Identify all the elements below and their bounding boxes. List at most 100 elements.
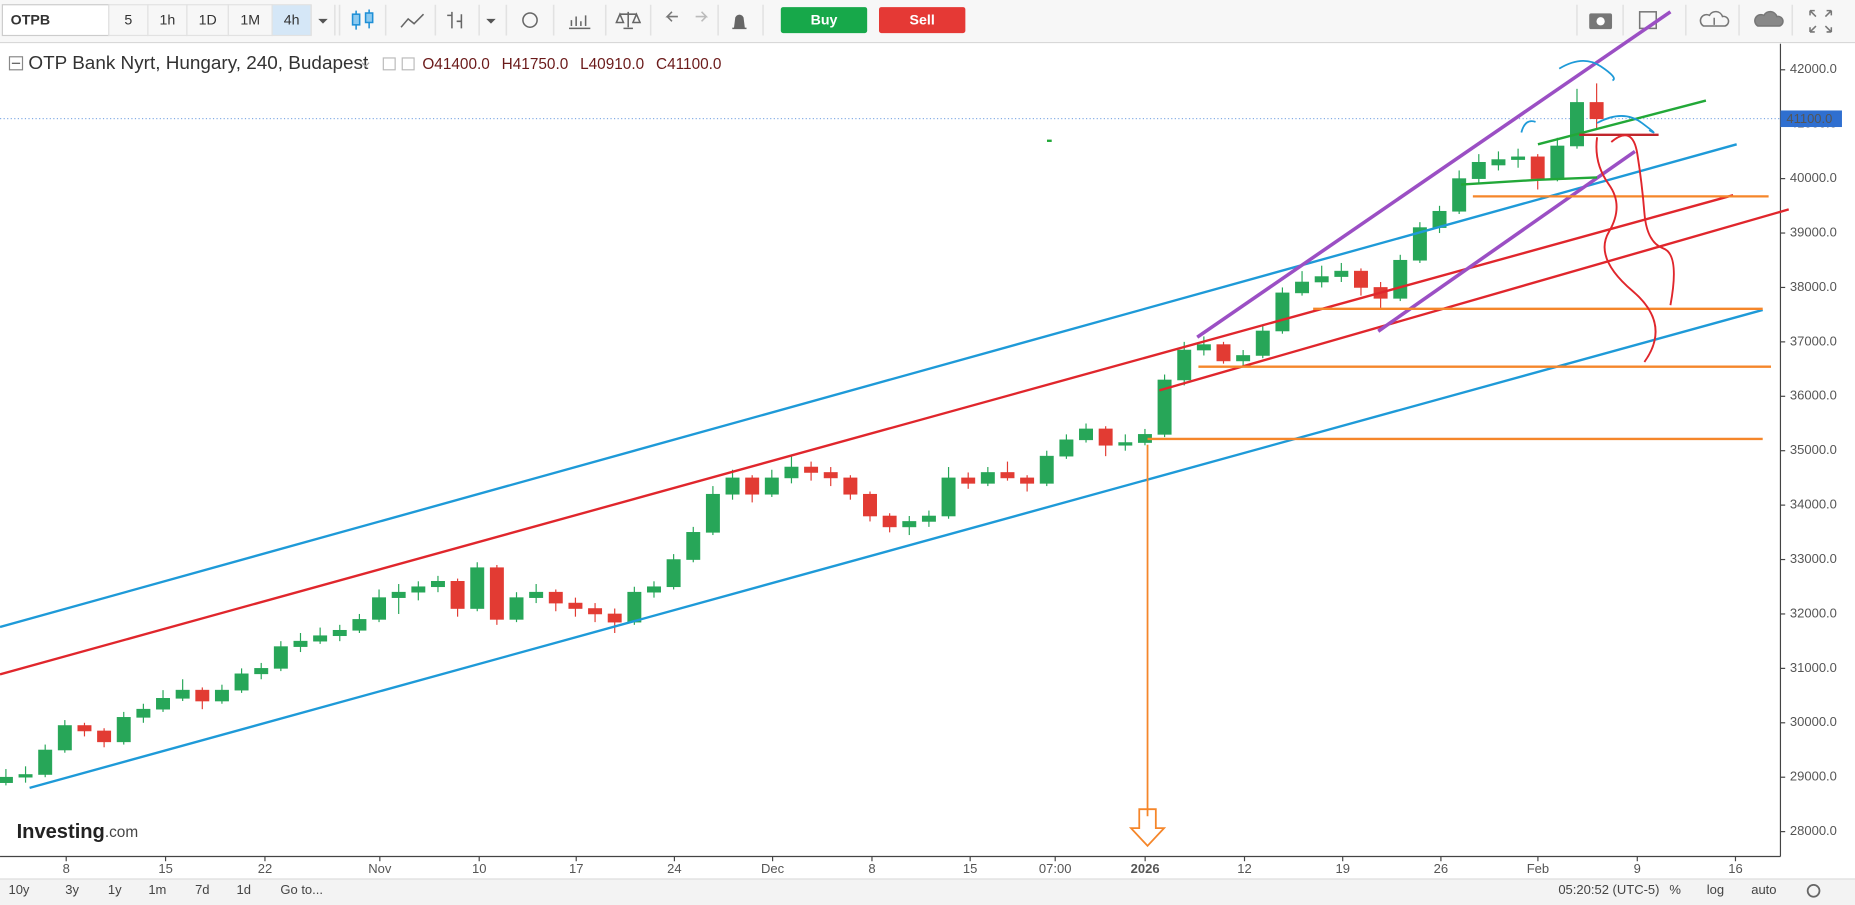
candle-body	[234, 673, 249, 691]
candle-body	[1196, 344, 1211, 351]
footer-items: 10y 3y 1y 1m 7d 1d% log auto	[8, 882, 1776, 897]
buy-button[interactable]	[780, 7, 868, 34]
y-tick-label: 39000.0	[1790, 224, 1837, 239]
candle-body	[195, 689, 210, 702]
logo: Investing.com	[17, 821, 139, 843]
candle-body	[1412, 227, 1427, 261]
bars-icon[interactable]	[447, 11, 463, 29]
candles-icon[interactable]	[351, 9, 374, 30]
save-icon[interactable]	[1754, 10, 1784, 27]
x-tick-label: 07:00	[1039, 861, 1072, 876]
interval-button[interactable]	[271, 4, 312, 37]
range-button[interactable]: 1m	[148, 882, 166, 897]
scale-option[interactable]: auto	[1751, 882, 1776, 897]
candle-body	[1000, 472, 1015, 479]
x-tick-label: 19	[1335, 861, 1349, 876]
candle-body	[116, 717, 131, 743]
candle-body	[175, 689, 190, 699]
candle-body	[156, 698, 170, 710]
compare-icon[interactable]	[615, 11, 642, 30]
channel-mid	[0, 194, 1734, 676]
redo-icon[interactable]	[695, 11, 709, 22]
range-button[interactable]: 7d	[195, 882, 209, 897]
ohlc-value: L40910.0	[580, 56, 644, 73]
candle-body	[0, 776, 13, 783]
x-tick-label: 12	[1237, 861, 1251, 876]
y-tick-label: 29000.0	[1790, 769, 1837, 784]
candle-body	[1452, 178, 1467, 212]
indicators-icon[interactable]	[569, 15, 591, 30]
candle-body	[961, 477, 976, 484]
candle-body	[686, 532, 701, 560]
toolbar-icons	[310, 4, 764, 36]
range-button[interactable]: 1d	[236, 882, 250, 897]
red-trend	[1159, 208, 1790, 392]
candle-body	[509, 597, 524, 620]
goto[interactable]: Go to...	[280, 882, 323, 897]
sell-button[interactable]	[878, 7, 966, 34]
interval-button[interactable]	[108, 4, 149, 37]
candle-body	[489, 567, 504, 620]
candle-body	[647, 586, 661, 593]
range-button[interactable]: 3y	[65, 882, 79, 897]
plot-area	[0, 43, 1781, 857]
clock: 05:20:52 (UTC-5)	[1558, 882, 1659, 897]
line-icon[interactable]	[400, 13, 425, 28]
ohlc-legend: O41400.0 H41750.0 L40910.0 C41100.0	[361, 56, 721, 73]
dropdown[interactable]	[486, 18, 496, 24]
wedge-lower	[1377, 149, 1636, 333]
candle-body	[1530, 156, 1545, 179]
interval-button[interactable]	[147, 4, 188, 37]
candle-body	[1471, 161, 1486, 179]
candle-body	[1118, 442, 1133, 446]
y-tick-label: 31000.0	[1790, 660, 1837, 675]
candle-body	[1491, 159, 1506, 166]
candle-body	[823, 472, 838, 479]
scale-option[interactable]: %	[1669, 882, 1681, 897]
load-icon[interactable]	[1699, 10, 1730, 27]
interval-group: 5 1h 1D 1M 4h	[108, 4, 312, 37]
candle-body	[273, 646, 288, 669]
settings-icon[interactable]	[522, 12, 538, 28]
candle-body	[980, 472, 995, 484]
x-tick-label: 8	[63, 861, 70, 876]
footer-settings[interactable]	[1806, 884, 1821, 898]
buy-label: Buy	[811, 12, 838, 28]
fullscreen-icon[interactable]	[1809, 9, 1833, 33]
candle-body	[57, 725, 72, 751]
candle-body	[136, 708, 151, 718]
scale-option[interactable]: log	[1707, 882, 1724, 897]
channel-upper	[0, 143, 1737, 629]
x-tick-label: Nov	[368, 861, 392, 876]
screenshot-icon[interactable]	[1589, 13, 1613, 30]
ohlc-value: H41750.0	[502, 56, 569, 73]
candle-body	[1550, 145, 1565, 179]
candle-body	[843, 477, 858, 495]
x-tick-label: Dec	[761, 861, 785, 876]
interval-label: 4h	[284, 12, 300, 28]
range-button[interactable]: 10y	[8, 882, 29, 897]
range-button[interactable]: 1y	[108, 882, 122, 897]
interval-button[interactable]	[186, 4, 229, 37]
x-tick-label: 26	[1434, 861, 1448, 876]
candle-body	[902, 521, 917, 528]
alert-icon[interactable]	[732, 14, 747, 30]
x-tick-label: 16	[1728, 861, 1742, 876]
dropdown[interactable]	[318, 18, 328, 24]
candle-body	[97, 730, 112, 743]
undo-icon[interactable]	[665, 11, 678, 22]
candle-body	[1059, 439, 1074, 457]
x-tick-label: 15	[158, 861, 172, 876]
candle-body	[627, 591, 642, 623]
symbol: OTPB	[11, 12, 50, 28]
y-tick-label: 40000.0	[1790, 170, 1837, 185]
candle-body	[529, 591, 544, 598]
candle-body	[745, 477, 760, 495]
logo-suffix: .com	[105, 824, 138, 841]
candle-body	[313, 635, 328, 642]
x-tick-label: 9	[1634, 861, 1641, 876]
x-tick-label: 2026	[1131, 861, 1160, 876]
candle-body	[1157, 379, 1172, 435]
symbol-input[interactable]	[1, 4, 110, 37]
